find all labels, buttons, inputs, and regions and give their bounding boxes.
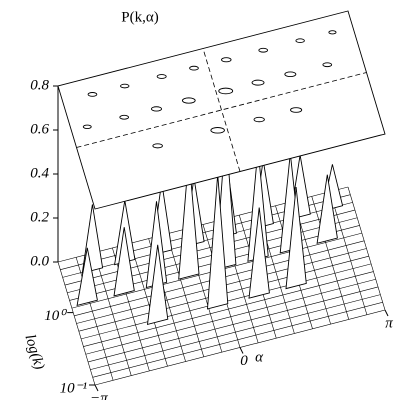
x-tick: [239, 347, 244, 354]
base-grid: [329, 191, 368, 315]
contour: [189, 65, 199, 71]
peak: [207, 174, 229, 310]
x-tick-label: 0: [240, 353, 248, 369]
z-tick-label: 0.0: [30, 253, 49, 269]
base-grid: [64, 209, 356, 286]
peak: [76, 247, 98, 307]
contour: [253, 116, 265, 123]
contour: [221, 57, 232, 63]
x-axis-label: α: [255, 349, 264, 365]
peak: [146, 244, 169, 326]
contour: [218, 87, 234, 95]
contour: [120, 83, 130, 89]
base-grid: [311, 196, 350, 320]
x-tick-label: π: [385, 315, 393, 331]
top-crosshair: [76, 72, 367, 148]
peak: [248, 207, 270, 299]
peak: [178, 155, 200, 280]
peak: [285, 186, 307, 290]
contour: [251, 79, 265, 86]
contour: [284, 71, 297, 78]
z-tick-label: 0.2: [30, 209, 49, 225]
contour: [258, 47, 269, 53]
contour: [290, 107, 303, 113]
z-tick-label: 0.4: [30, 165, 49, 181]
contour: [322, 62, 333, 68]
contour: [82, 124, 92, 129]
contour: [152, 143, 163, 149]
contour: [151, 106, 162, 112]
x-tick: [94, 384, 99, 392]
contour: [87, 92, 98, 97]
contour: [328, 30, 337, 35]
contour: [156, 74, 167, 79]
base-grid: [347, 186, 386, 311]
contour: [295, 38, 305, 43]
peak: [113, 227, 135, 297]
contour: [210, 127, 225, 134]
contour: [119, 114, 130, 120]
y-tick-label: 10⁻¹: [60, 380, 88, 396]
top-crosshair: [202, 48, 241, 172]
chart-title: P(k,α): [121, 9, 158, 25]
contour: [181, 97, 196, 104]
y-axis-label: log(k): [21, 333, 47, 372]
peak: [316, 174, 338, 244]
z-tick-label: 0.8: [30, 77, 49, 93]
z-tick-label: 0.6: [30, 121, 49, 137]
x-tick: [384, 309, 389, 317]
y-tick-label: 10⁰: [44, 308, 67, 324]
x-tick-label: −π: [90, 390, 108, 400]
